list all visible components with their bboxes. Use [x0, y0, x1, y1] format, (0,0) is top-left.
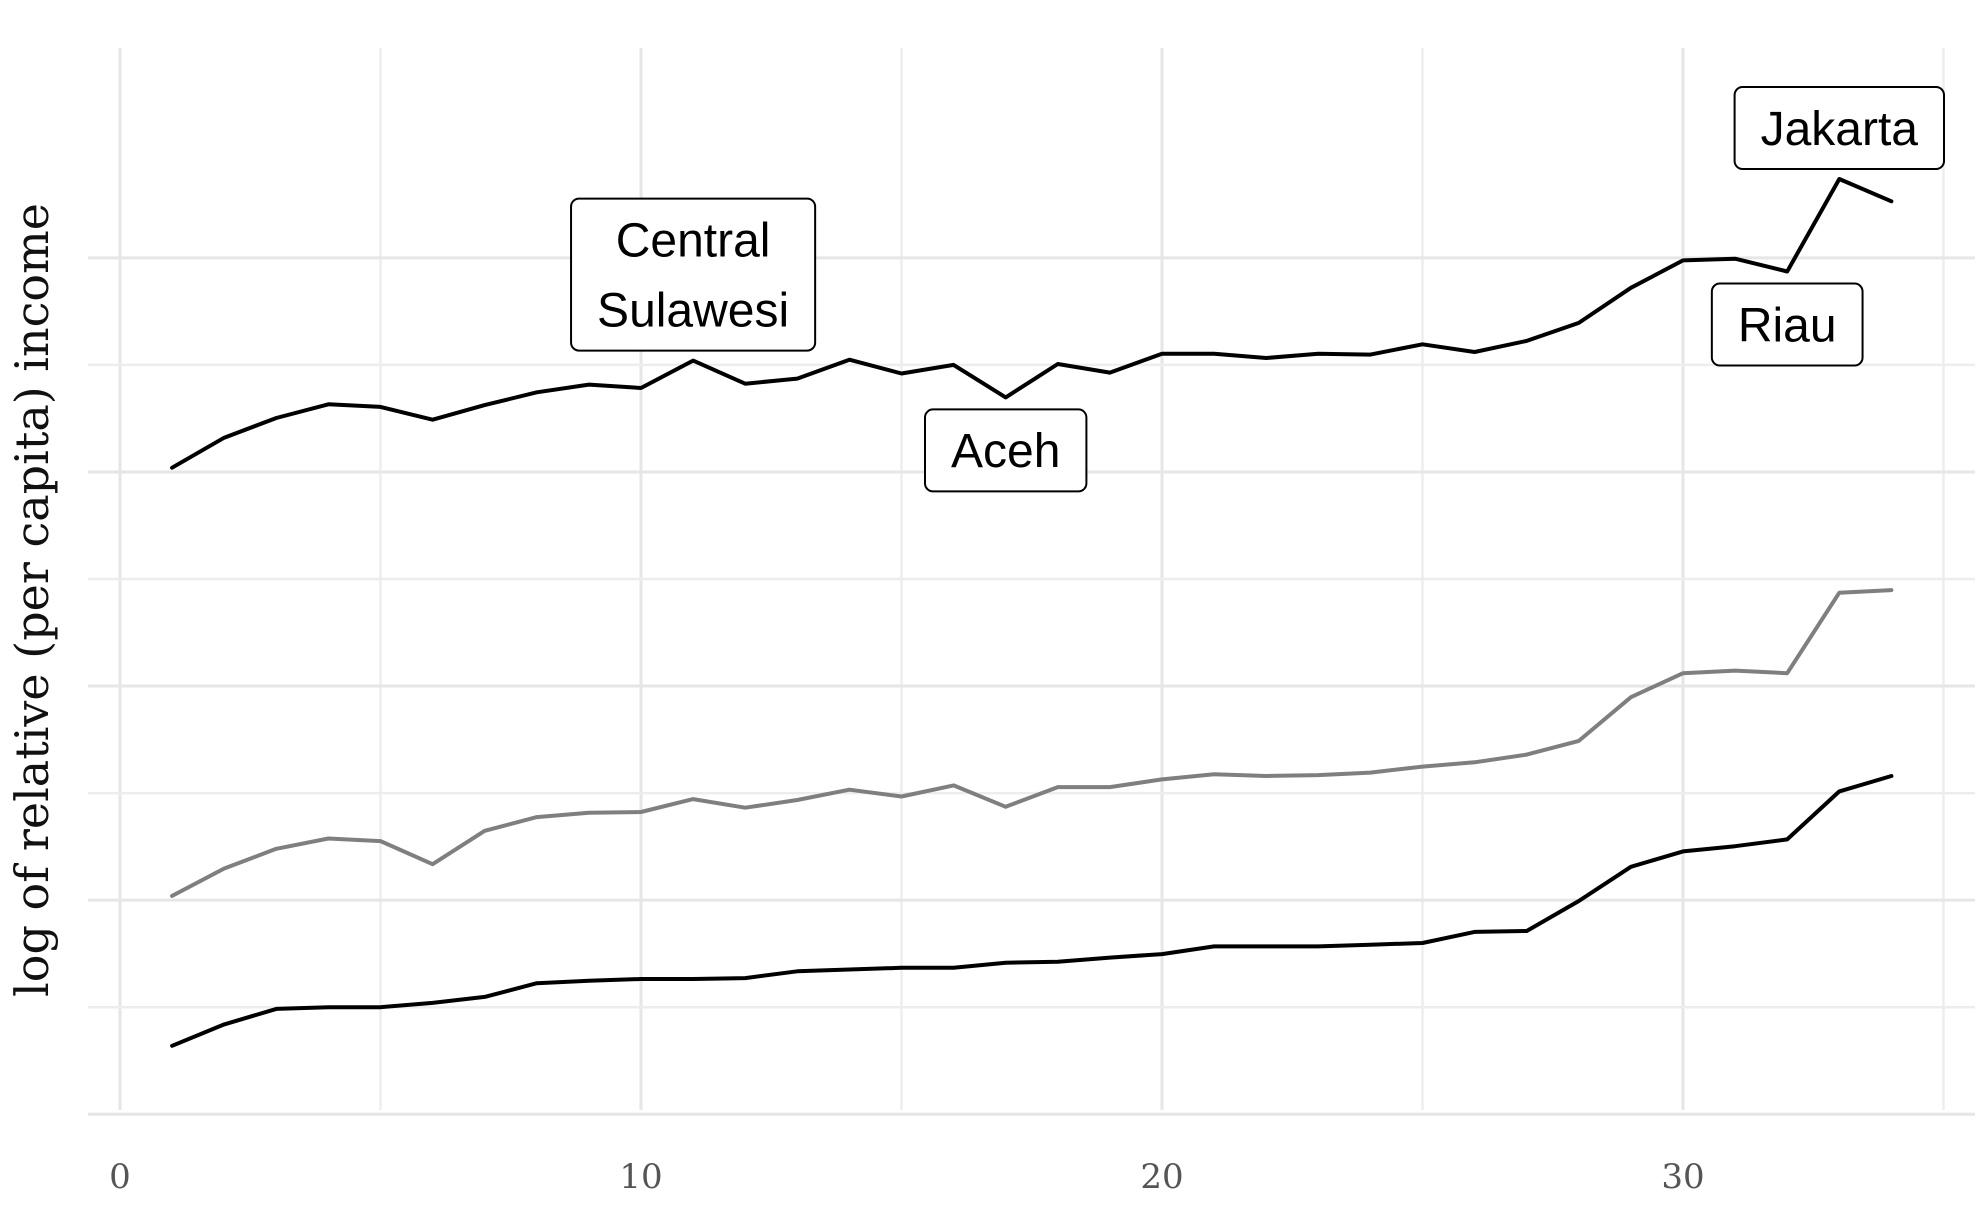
label-box	[923, 408, 1088, 493]
x-tick-label: 0	[109, 1157, 131, 1197]
region-label-text: Jakarta	[1761, 103, 1919, 156]
region-label-text: Sulawesi	[597, 284, 789, 337]
series-line-3	[170, 774, 1894, 1048]
grid	[88, 48, 1975, 1116]
region-label: Central Sulawesi	[570, 197, 817, 352]
region-label-text: Aceh	[951, 425, 1060, 478]
x-tick-label: 10	[619, 1157, 662, 1197]
region-label-text: Riau	[1738, 299, 1837, 352]
region-labels: Central Sulawesi Aceh Riau Jakarta	[570, 86, 1946, 493]
y-axis-title: log of relative (per capita) income	[5, 203, 59, 997]
x-tick-label: 20	[1140, 1157, 1183, 1197]
region-label: Aceh	[923, 408, 1088, 493]
series-line-2	[170, 588, 1894, 898]
x-tick-label: 30	[1661, 1157, 1704, 1197]
region-label: Riau	[1710, 282, 1864, 367]
label-box	[1710, 282, 1864, 367]
region-label-text: Central	[616, 214, 771, 267]
series-line-1	[170, 177, 1894, 470]
series-lines	[170, 177, 1894, 1048]
region-label: Jakarta	[1733, 86, 1946, 171]
x-tick-labels: 0 10 20 30	[109, 1157, 1704, 1197]
label-box	[1733, 86, 1946, 171]
label-box	[570, 197, 817, 352]
